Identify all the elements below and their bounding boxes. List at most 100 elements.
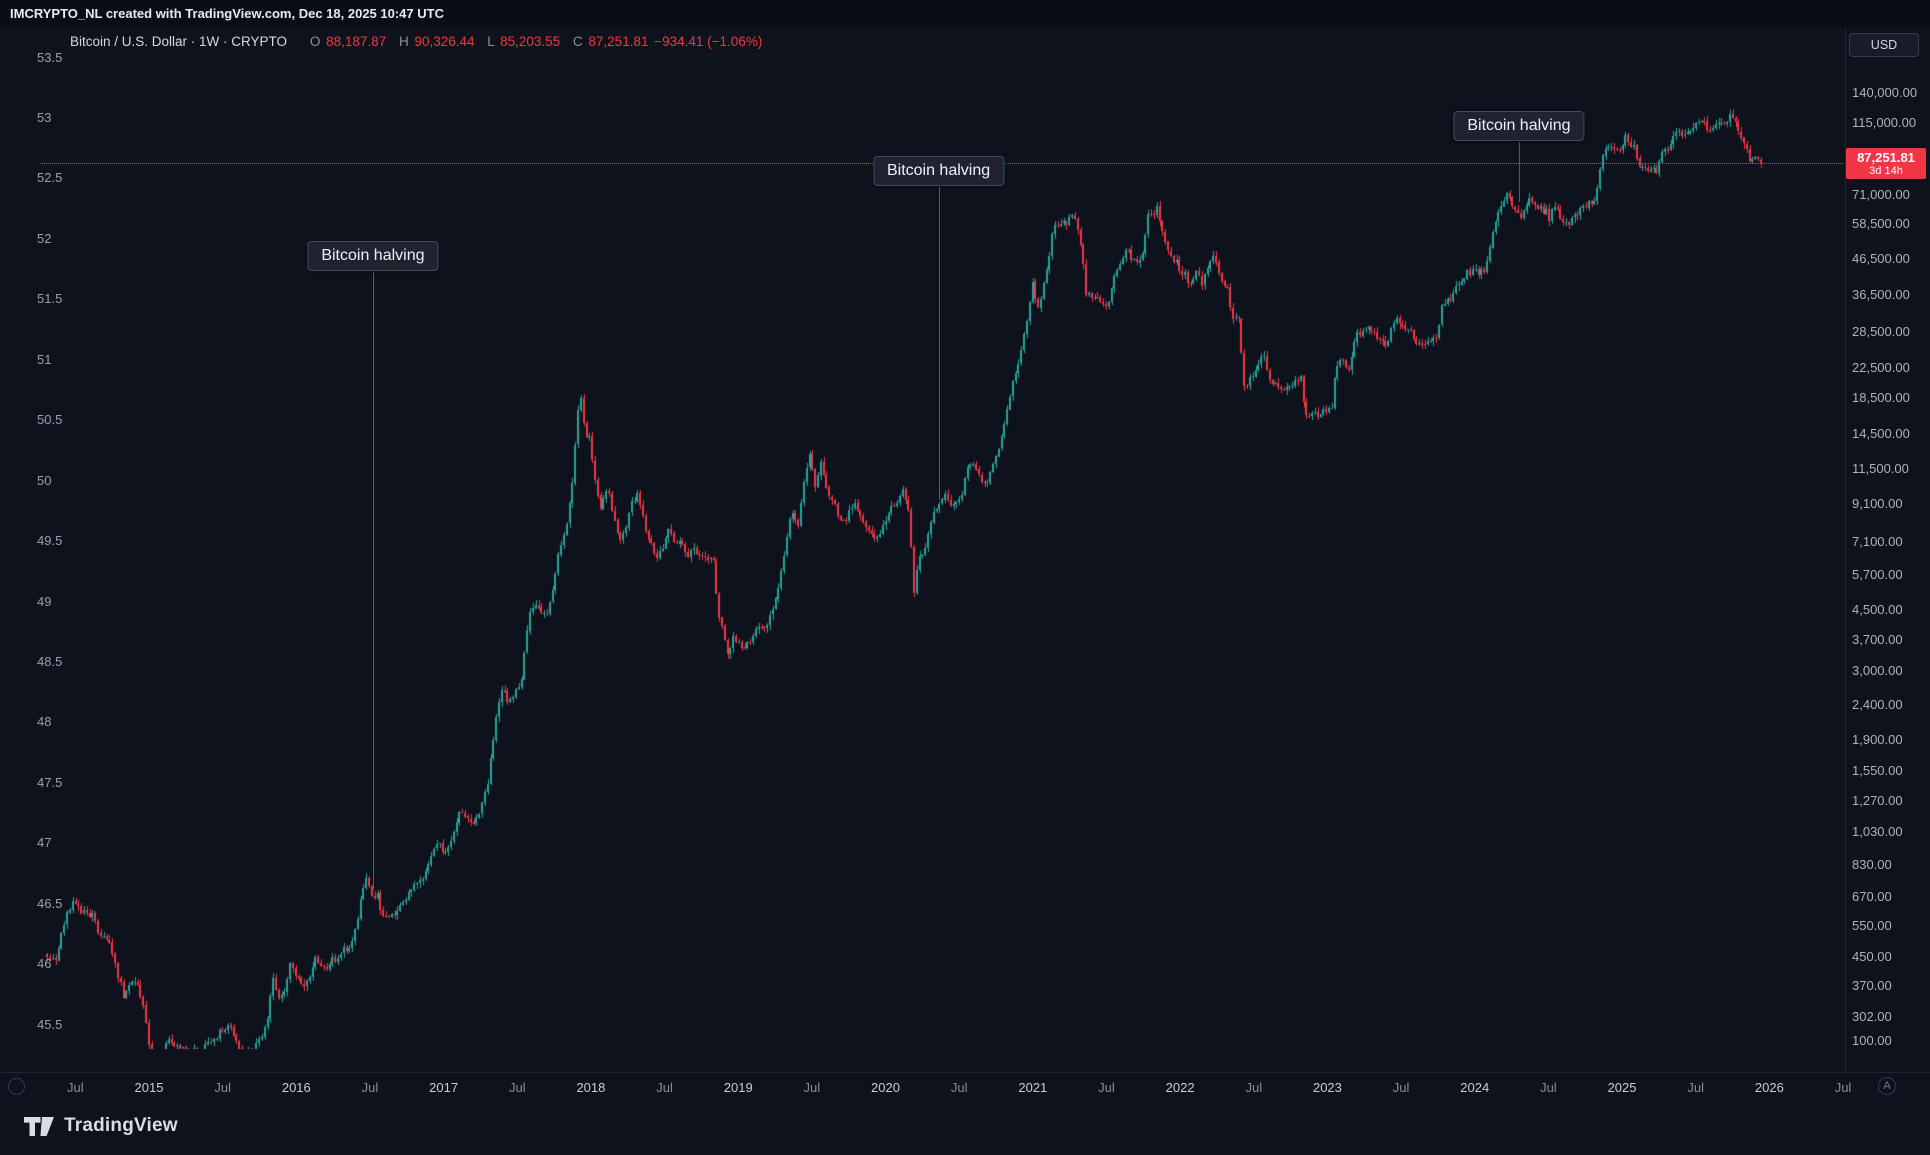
time-scale[interactable]: Jul 2015 Jul 2016 Jul 2017 Jul 2018 Jul 2019 Jul 20… <box>0 1073 1930 1103</box>
left-tick-label: 51.5 <box>37 291 63 307</box>
time-tick-year: 2026 <box>1754 1080 1784 1095</box>
halving-marker-line <box>1519 142 1520 202</box>
price-tick-label: 18,500.00 <box>1852 389 1910 405</box>
left-tick-label: 45.5 <box>37 1016 63 1032</box>
price-tick-label: 4,500.00 <box>1852 602 1903 618</box>
time-tick-month: Jul <box>1687 1080 1704 1095</box>
attribution-bar: IMCRYPTO_NL created with TradingView.com… <box>0 0 1930 27</box>
price-tick-label: 670.00 <box>1852 888 1892 904</box>
left-tick-label: 52.5 <box>37 170 63 186</box>
ohlc-high-value: 90,326.44 <box>414 34 475 49</box>
price-tick-label: 7,100.00 <box>1852 533 1903 549</box>
left-tick-label: 49.5 <box>37 533 63 549</box>
price-tick-label: 550.00 <box>1852 918 1892 934</box>
price-tick-label: 115,000.00 <box>1852 114 1917 130</box>
ohlc-high-label: H <box>398 34 409 49</box>
time-tick-month: Jul <box>1098 1080 1115 1095</box>
time-tick-year: 2016 <box>281 1080 311 1095</box>
price-tick-label: 58,500.00 <box>1852 216 1910 232</box>
price-axis-border <box>1845 27 1846 1072</box>
left-tick-label: 53 <box>37 110 52 126</box>
price-tick-label: 1,550.00 <box>1852 762 1903 778</box>
symbol-title[interactable]: Bitcoin / U.S. Dollar · 1W · CRYPTO <box>70 34 288 49</box>
time-tick-month: Jul <box>1540 1080 1557 1095</box>
time-tick-month: Jul <box>803 1080 821 1095</box>
time-tick-year: 2021 <box>1018 1080 1048 1095</box>
halving-callout[interactable]: Bitcoin halving <box>1453 111 1585 141</box>
halving-marker-line <box>373 272 374 891</box>
price-tick-label: 1,030.00 <box>1852 824 1903 840</box>
price-tick-label: 9,100.00 <box>1852 496 1903 512</box>
time-tick-month: Jul <box>656 1080 673 1095</box>
auto-scale-icon[interactable]: A <box>1878 1077 1896 1095</box>
tradingview-logo-icon <box>24 1116 54 1136</box>
time-tick-year: 2020 <box>871 1080 900 1095</box>
price-tick-label: 71,000.00 <box>1852 187 1910 203</box>
price-tick-label: 3,000.00 <box>1852 663 1903 679</box>
left-tick-label: 49 <box>37 593 52 609</box>
left-tick-label: 46 <box>37 956 52 972</box>
left-tick-label: 51 <box>37 351 52 367</box>
time-tick-year: 2017 <box>429 1080 459 1095</box>
time-axis-border <box>0 1072 1930 1073</box>
left-tick-label: 48.5 <box>37 653 63 669</box>
left-tick-label: 48 <box>37 714 52 730</box>
tradingview-logo-text: TradingView <box>64 1115 178 1136</box>
price-tick-label: 11,500.00 <box>1852 461 1909 477</box>
time-tick-month: Jul <box>1245 1080 1263 1095</box>
time-tick-year: 2018 <box>576 1080 606 1095</box>
price-tick-label: 370.00 <box>1852 978 1892 994</box>
time-tick-year: 2024 <box>1460 1080 1490 1095</box>
halving-callout[interactable]: Bitcoin halving <box>872 156 1005 186</box>
last-price-value: 87,251.81 <box>1857 150 1915 165</box>
halving-callout[interactable]: Bitcoin halving <box>307 241 439 271</box>
time-tick-year: 2015 <box>134 1080 164 1095</box>
left-tick-label: 52 <box>37 230 52 246</box>
price-tick-label: 140,000.00 <box>1852 85 1918 100</box>
time-tick-month: Jul <box>214 1080 231 1095</box>
symbol-legend[interactable]: Bitcoin / U.S. Dollar · 1W · CRYPTO O 88… <box>70 34 762 49</box>
time-tick-month: Jul <box>1834 1080 1852 1095</box>
price-tick-label: 830.00 <box>1852 856 1892 872</box>
left-tick-label: 46.5 <box>37 895 63 911</box>
ohlc-low-value: 85,203.55 <box>500 34 561 49</box>
halving-marker-line <box>939 187 940 501</box>
bar-countdown: 3d 14h <box>1869 165 1903 177</box>
price-tick-label: 2,400.00 <box>1852 696 1903 712</box>
ohlc-low-label: L <box>487 34 495 49</box>
last-price-label: 87,251.81 3d 14h <box>1846 148 1926 179</box>
left-tick-label: 53.5 <box>37 49 63 65</box>
left-scale[interactable]: 53.5 53 52.5 52 51.5 51 50.5 50 49.5 49 48.5 48 47.5… <box>0 0 63 1072</box>
price-tick-label: 5,700.00 <box>1852 566 1903 582</box>
time-tick-month: Jul <box>950 1080 968 1095</box>
time-tick-year: 2022 <box>1165 1080 1195 1095</box>
time-tick-year: 2023 <box>1312 1080 1342 1095</box>
left-tick-label: 50 <box>37 472 52 488</box>
ohlc-close-label: C <box>572 34 583 49</box>
price-tick-label: 3,700.00 <box>1852 631 1903 647</box>
left-tick-label: 50.5 <box>37 412 63 428</box>
left-tick-label: 47.5 <box>37 774 63 790</box>
change-value: −934.41 (−1.06%) <box>654 34 763 49</box>
time-tick-year: 2025 <box>1607 1080 1637 1095</box>
attribution-text: IMCRYPTO_NL created with TradingView.com… <box>10 6 444 21</box>
ohlc-open-value: 88,187.87 <box>326 34 387 49</box>
time-tick-month: Jul <box>67 1080 84 1095</box>
price-tick-label: 28,500.00 <box>1852 324 1910 340</box>
left-tick-label: 47 <box>37 835 52 851</box>
price-scale[interactable]: 140,000.00 115,000.00 71,000.00 58,500.00 46… <box>1846 27 1930 1072</box>
price-tick-label: 1,900.00 <box>1852 731 1903 747</box>
price-tick-label: 1,270.00 <box>1852 792 1903 808</box>
price-tick-label: 22,500.00 <box>1852 360 1910 376</box>
ohlc-close-value: 87,251.81 <box>588 34 649 49</box>
time-tick-month: Jul <box>1392 1080 1410 1095</box>
price-tick-label: 46,500.00 <box>1852 250 1910 266</box>
currency-toggle-button[interactable]: USD <box>1849 33 1919 57</box>
clock-icon[interactable] <box>8 1078 25 1095</box>
price-tick-label: 100.00 <box>1852 1033 1892 1048</box>
time-tick-year: 2019 <box>723 1080 753 1095</box>
time-tick-month: Jul <box>361 1080 379 1095</box>
price-tick-label: 14,500.00 <box>1852 426 1910 442</box>
